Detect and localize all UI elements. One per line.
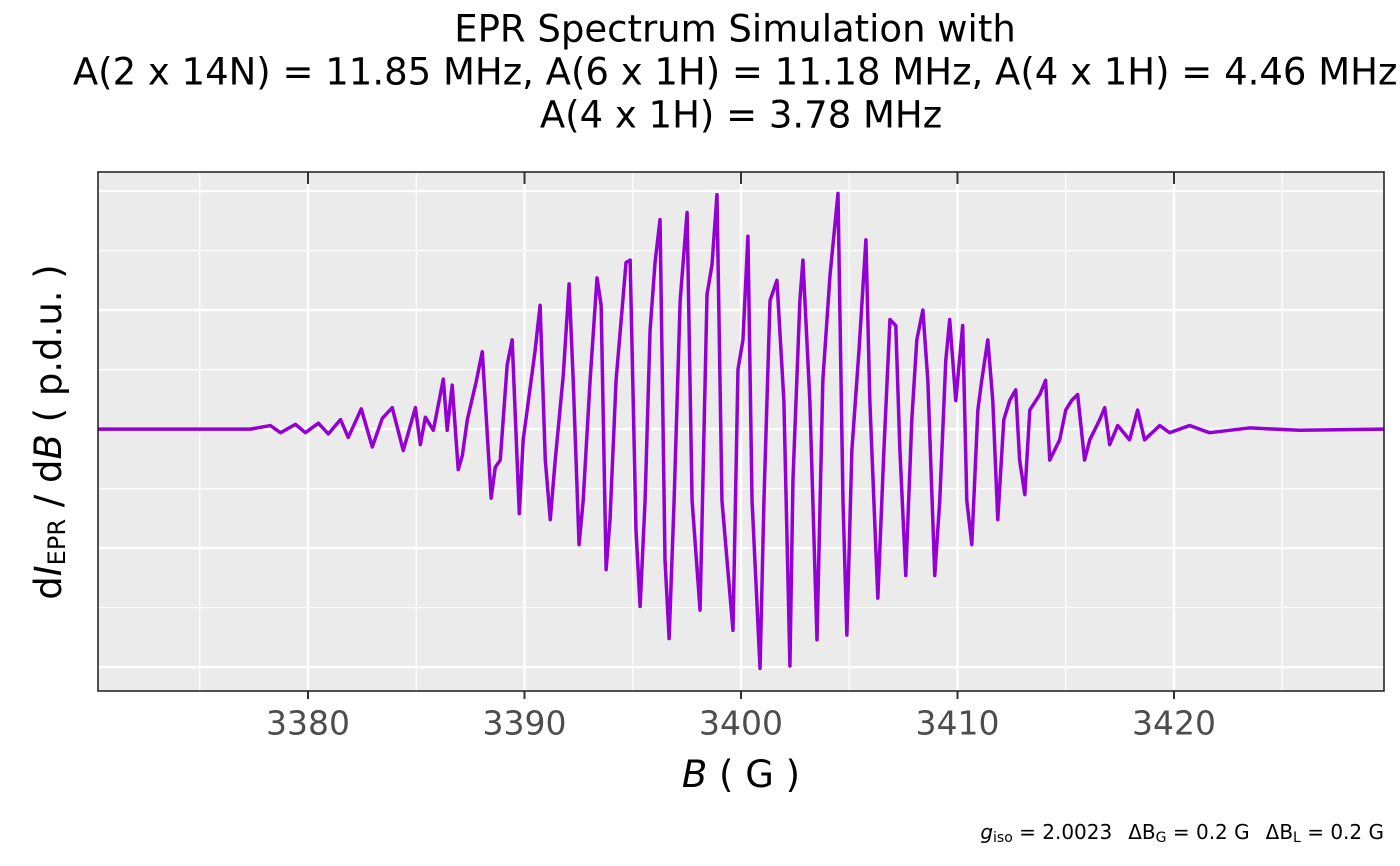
spectrum-line	[98, 191, 1385, 671]
x-label-part: B	[682, 753, 707, 796]
y-axis-label: dIEPR / dB ( p.d.u. )	[27, 264, 72, 599]
note-part: = 0.2 G	[1167, 820, 1250, 844]
y-label-part: B	[27, 434, 70, 459]
note-part: ΔB	[1128, 820, 1155, 844]
annotation: giso = 2.0023 ΔBG = 0.2 G ΔBL = 0.2 G	[980, 820, 1384, 847]
note-part: G	[1156, 830, 1167, 846]
note-part: iso	[993, 830, 1013, 846]
chart-title: EPR Spectrum Simulation with	[454, 8, 1016, 51]
y-label-part: / d	[27, 460, 70, 519]
note-part: ΔB	[1266, 820, 1293, 844]
x-tick-label: 3390	[483, 704, 567, 743]
plot-area	[97, 171, 1385, 699]
note-part: L	[1293, 830, 1301, 846]
note-part: = 2.0023	[1013, 820, 1112, 844]
x-tick-label: 3400	[699, 704, 783, 743]
x-axis-label: B ( G )	[682, 753, 800, 796]
note-part: = 0.2 G	[1301, 820, 1384, 844]
y-label-part: d	[27, 576, 70, 600]
y-label-part: ( p.d.u. )	[27, 264, 70, 434]
chart-title: A(4 x 1H) = 3.78 MHz	[540, 94, 942, 137]
x-tick-label: 3380	[266, 704, 350, 743]
x-tick-label: 3420	[1132, 704, 1216, 743]
x-label-part: ( G )	[707, 753, 800, 796]
x-tick-label: 3410	[916, 704, 1000, 743]
y-label-part: EPR	[43, 519, 71, 565]
plot-frame	[97, 171, 1385, 692]
y-label-part: I	[27, 565, 70, 576]
chart-title: A(2 x 14N) = 11.85 MHz, A(6 x 1H) = 11.1…	[73, 51, 1400, 94]
note-part: g	[980, 820, 993, 844]
